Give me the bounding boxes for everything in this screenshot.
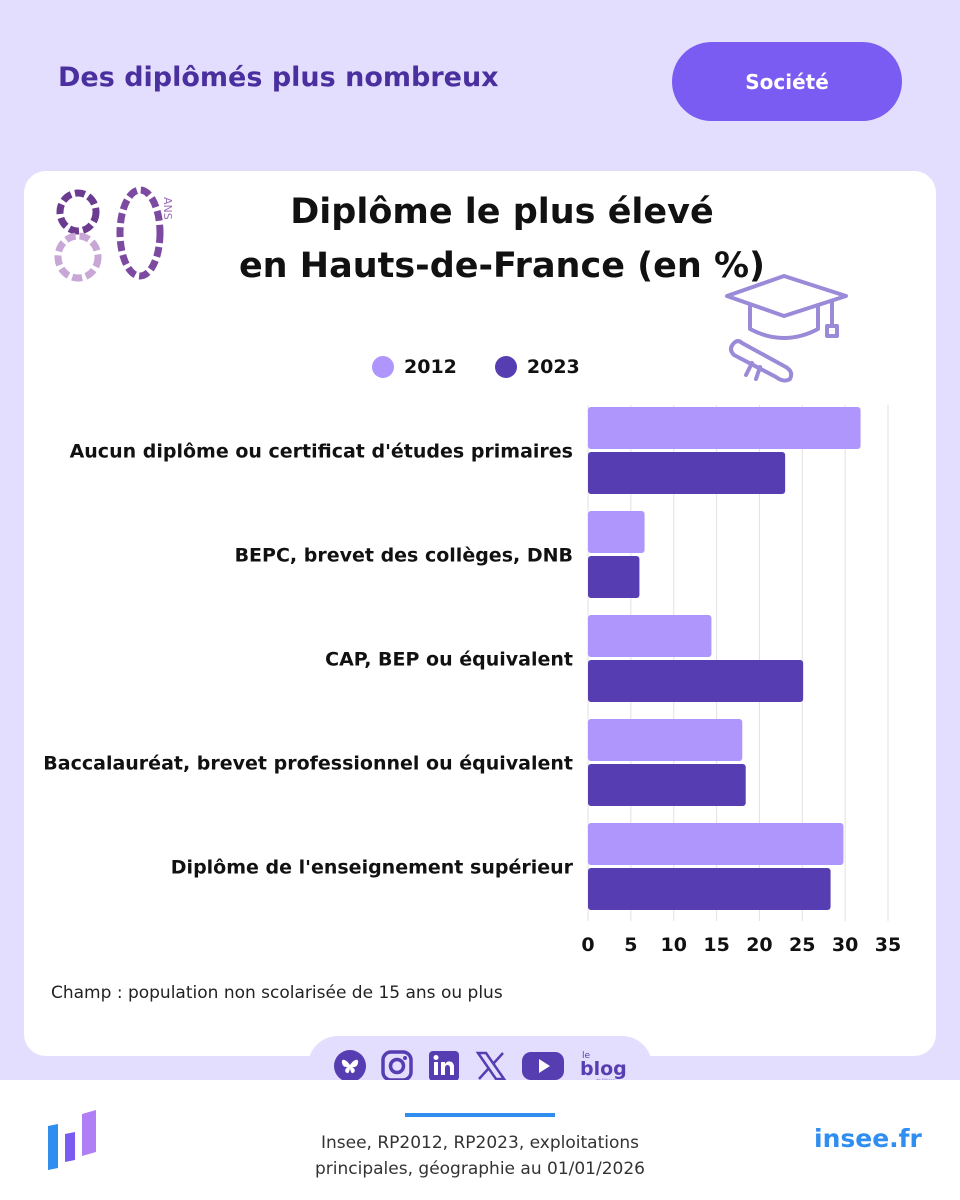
legend-swatch-2012 [372, 356, 394, 378]
chart-legend: 2012 2023 [372, 356, 580, 378]
legend-item-2012: 2012 [372, 356, 457, 378]
x-tick-label: 20 [746, 934, 772, 956]
x-tick-label: 25 [789, 934, 815, 956]
bar-2023 [588, 868, 831, 910]
bar-2012 [588, 823, 844, 865]
footer: Insee, RP2012, RP2023, exploitations pri… [0, 1080, 960, 1200]
source-line-1: Insee, RP2012, RP2023, exploitations [320, 1133, 639, 1153]
bar-2023 [588, 764, 746, 806]
site-link[interactable]: insee.fr [814, 1124, 922, 1153]
bar-2012 [588, 407, 861, 449]
bar-2012 [588, 719, 743, 761]
bar-2023 [588, 452, 786, 494]
x-icon[interactable] [474, 1049, 508, 1083]
bar-chart: 0 5 10 15 20 25 30 35 Aucun diplôme ou certifica… [43, 405, 901, 956]
legend-label-2023: 2023 [526, 356, 580, 378]
source-line-2: principales, géographie au 01/01/2026 [315, 1159, 645, 1179]
chart-title-line1: Diplôme le plus élevé [290, 192, 714, 232]
bar-2023 [588, 660, 804, 702]
blog-icon[interactable]: le blog de l'Insee [578, 1049, 628, 1083]
x-tick-label: 0 [581, 934, 594, 956]
bar-2023 [588, 556, 640, 598]
instagram-icon[interactable] [380, 1049, 414, 1083]
category-label: Aucun diplôme ou certificat d'études pri… [70, 441, 573, 463]
page-title: Des diplômés plus nombreux [58, 62, 499, 93]
logo-suffix: ANS [161, 197, 174, 220]
category-label: Diplôme de l'enseignement supérieur [171, 857, 574, 879]
category-tag[interactable]: Société [672, 42, 902, 121]
legend-label-2012: 2012 [404, 356, 457, 378]
source-note: Insee, RP2012, RP2023, exploitations pri… [280, 1130, 680, 1182]
x-tick-label: 10 [660, 934, 686, 956]
category-label: Baccalauréat, brevet professionnel ou éq… [43, 753, 573, 775]
x-tick-label: 30 [832, 934, 858, 956]
blog-small-label: le [582, 1051, 591, 1061]
anniversary-logo: ANS [54, 186, 174, 282]
x-tick-label: 5 [624, 934, 637, 956]
bar-2012 [588, 511, 645, 553]
youtube-icon[interactable] [521, 1049, 565, 1083]
footnote: Champ : population non scolarisée de 15 … [51, 983, 503, 1003]
linkedin-icon[interactable] [427, 1049, 461, 1083]
x-tick-label: 35 [875, 934, 901, 956]
graduation-cap-icon [725, 274, 848, 383]
bar-2012 [588, 615, 712, 657]
blog-word: blog [580, 1058, 627, 1080]
category-label: BEPC, brevet des collèges, DNB [235, 545, 573, 567]
insee-logo-icon [48, 1110, 96, 1170]
bluesky-icon[interactable] [333, 1049, 367, 1083]
chart-card: ANS Diplôme le plus élevé en Hauts-de-Fr… [24, 171, 936, 1056]
x-tick-label: 15 [703, 934, 729, 956]
footer-divider [405, 1113, 555, 1117]
chart-title-line2: en Hauts-de-France (en %) [238, 246, 766, 286]
legend-item-2023: 2023 [494, 356, 580, 378]
legend-swatch-2023 [494, 356, 517, 378]
category-label: CAP, BEP ou équivalent [325, 649, 573, 671]
chart-title: Diplôme le plus élevé en Hauts-de-France… [202, 185, 802, 293]
